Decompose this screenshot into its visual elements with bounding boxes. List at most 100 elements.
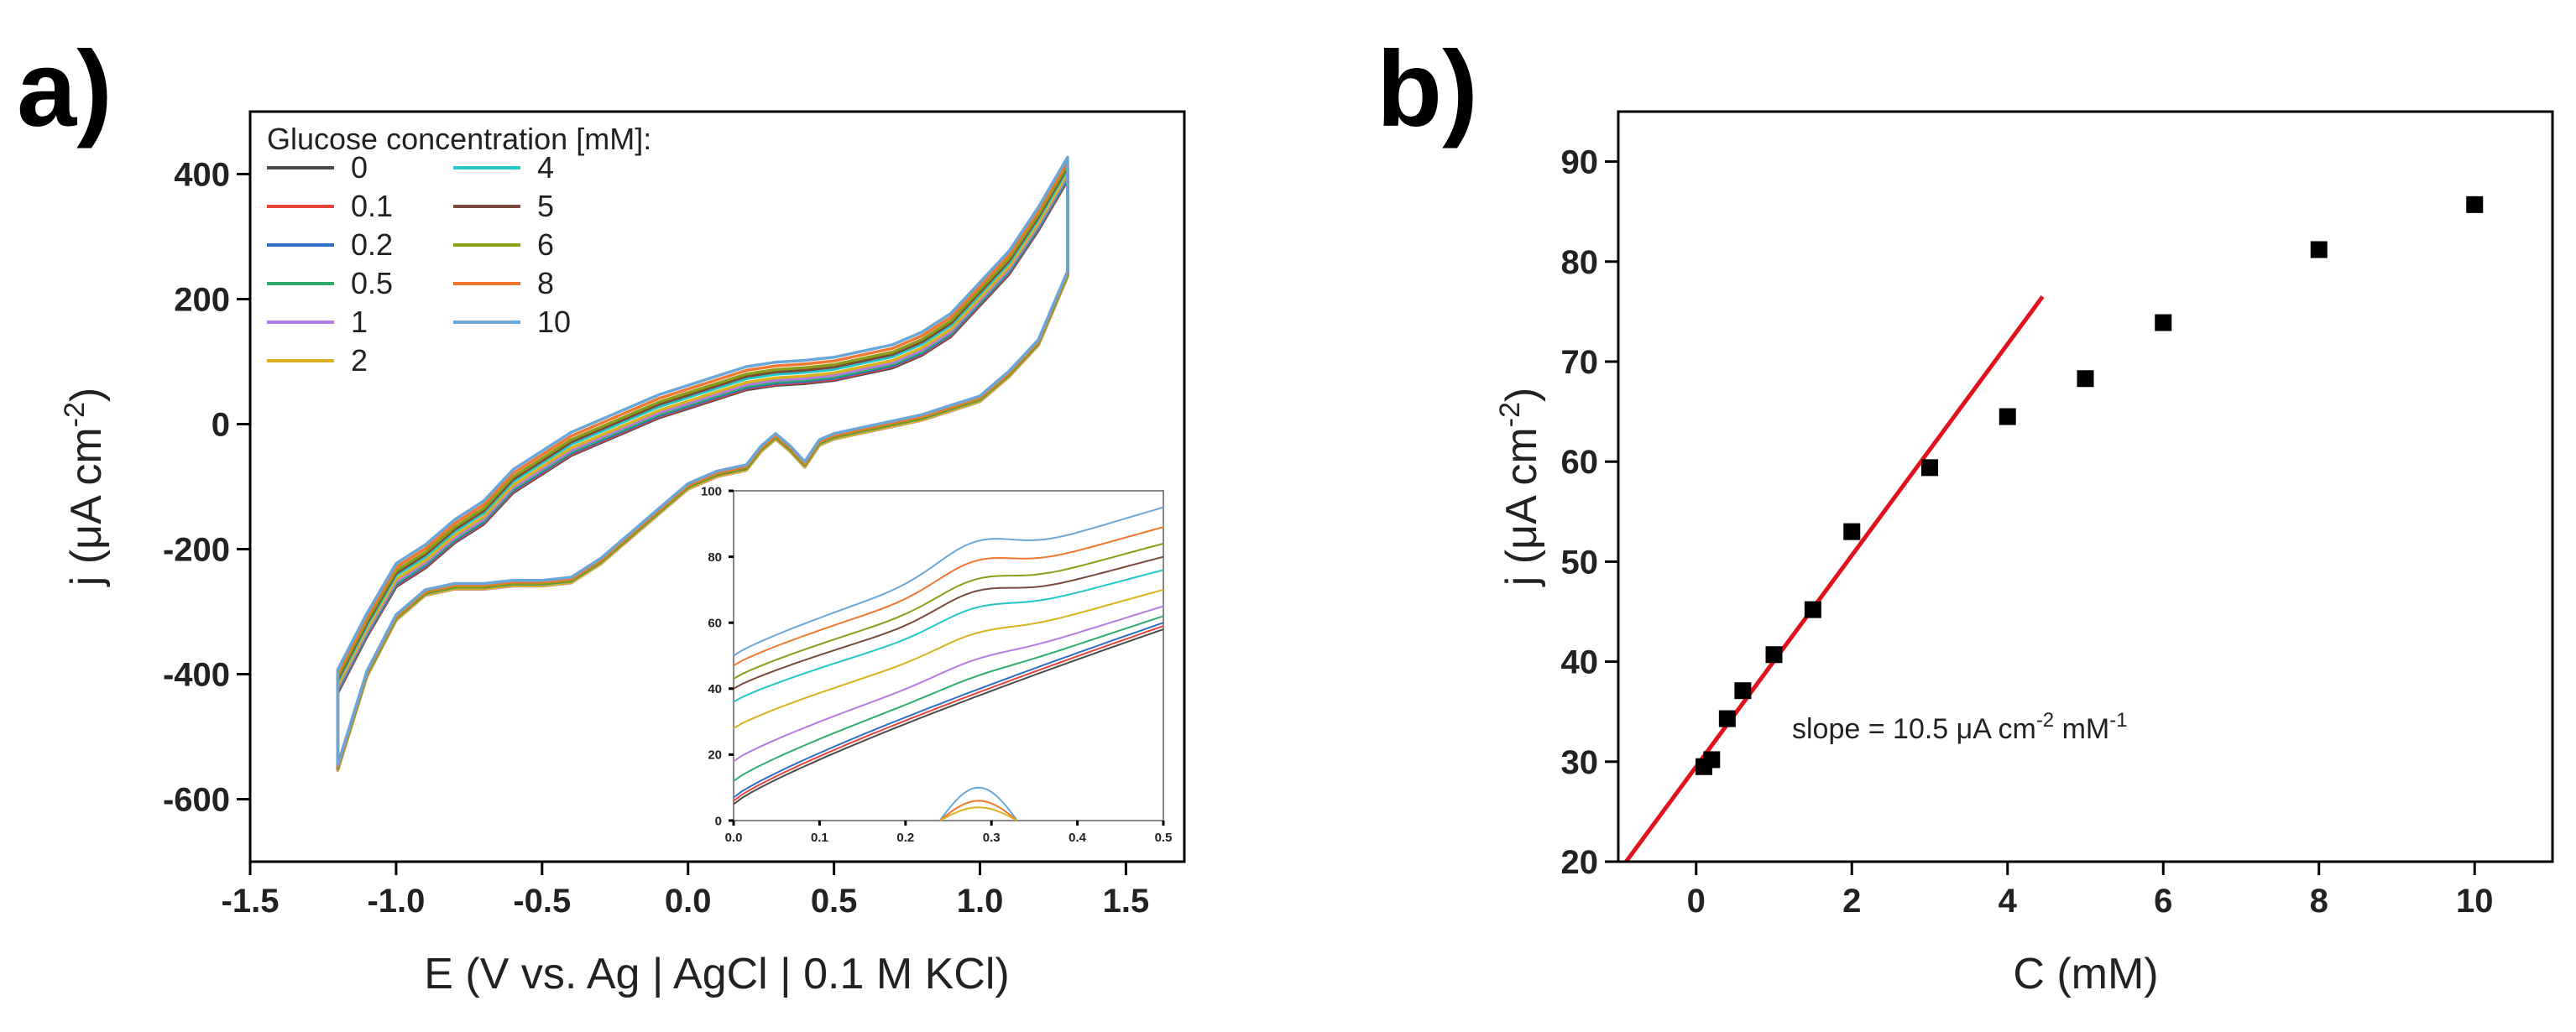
panel-b-y-tick-label: 50	[1561, 544, 1599, 581]
legend-entry-label: 4	[537, 150, 554, 185]
legend-entry-label: 0	[351, 150, 368, 185]
panel-a-x-tick-label: 1.5	[1103, 883, 1150, 920]
inset-y-tick-label: 60	[708, 616, 722, 630]
inset-curve-0-2	[733, 622, 1164, 799]
panel-b-label: b)	[1377, 29, 1478, 149]
slope-sup2: -1	[2109, 709, 2127, 732]
panel-b-x-tick-label: 6	[2154, 883, 2172, 920]
legend-entry-label: 1	[351, 305, 368, 339]
panel-b-frame	[1617, 110, 2554, 863]
panel-a-ylabel-main: j (μA cm	[62, 427, 111, 587]
panel-a-y-tick-label: 200	[174, 282, 230, 319]
panel-a-x-tick-label: -1.0	[367, 883, 425, 920]
panel-b-x-tick-label: 2	[1842, 883, 1861, 920]
inset-curve-8	[733, 526, 1164, 667]
data-point	[2155, 314, 2172, 331]
inset-curves-group	[733, 506, 1164, 821]
inset-x-tick-label: 0.5	[1155, 831, 1173, 845]
data-point	[2310, 241, 2328, 258]
panel-b-ylabel-main: j (μA cm	[1497, 427, 1546, 587]
panel-a-chart: a) -1.5 -1.0 -0.5 0.0 0.5 1.0 1.5 -600-400-200…	[17, 29, 1186, 998]
inset-x-tick-label: 0.2	[896, 831, 914, 845]
data-point	[1999, 408, 2016, 425]
inset-x-tick-label: 0.0	[725, 831, 743, 845]
panel-b-x-tick-label: 0	[1687, 883, 1706, 920]
inset-ticks: 0.0 0.1 0.2 0.3 0.4 0.5 0 20 40 60 80 100	[701, 484, 1172, 845]
panel-a-x-tick-label: 0.5	[811, 883, 858, 920]
inset-x-tick-label: 0.3	[983, 831, 1001, 845]
panel-b-y-axis-title: j (μA cm-2)	[1494, 388, 1546, 587]
panel-a-x-tick-label: -0.5	[513, 883, 571, 920]
inset-curve-5	[733, 555, 1164, 690]
panel-b-ylabel-sup: -2	[1494, 402, 1526, 427]
panel-a-frame	[248, 110, 1186, 863]
legend-entry-label: 5	[537, 189, 554, 223]
panel-b-x-tick-label: 8	[2310, 883, 2328, 920]
legend-entry-label: 0.1	[351, 189, 393, 223]
panel-a-x-tick-label: 1.0	[957, 883, 1004, 920]
panel-a-legend: Glucose concentration [mM]: 0 0.1 0.2 0.5 1 2…	[267, 122, 651, 378]
legend-entry-label: 0.5	[351, 266, 393, 300]
data-point	[1703, 751, 1721, 769]
cv-curve-10	[336, 155, 1069, 767]
inset-curve-0	[733, 628, 1164, 805]
slope-annotation: slope = 10.5 μA cm-2 mM-1	[1792, 709, 2128, 745]
panel-b-y-tick-label: 60	[1561, 444, 1599, 481]
inset-x-tick-label: 0.4	[1069, 831, 1087, 845]
inset-reverse-hump	[939, 806, 1018, 821]
slope-prefix: slope = 10.5 μA cm	[1792, 713, 2036, 745]
legend-entry-label: 8	[537, 266, 554, 300]
panel-b-ylabel-close: )	[1497, 388, 1546, 402]
inset-x-tick-label: 0.1	[811, 831, 828, 845]
inset-curve-4	[733, 569, 1164, 703]
inset-y-tick-label: 0	[715, 814, 722, 828]
panel-a-x-ticks: -1.5 -1.0 -0.5 0.0 0.5 1.0 1.5	[222, 862, 1150, 920]
inset-frame	[733, 490, 1164, 821]
inset-curve-2	[733, 588, 1164, 729]
data-points-group	[1696, 195, 2484, 775]
data-point	[1843, 523, 1861, 540]
legend-entry-label: 0.2	[351, 227, 393, 262]
panel-a-y-axis-title: j (μA cm-2)	[59, 388, 111, 587]
inset-curve-10	[733, 506, 1164, 657]
legend-title: Glucose concentration [mM]:	[267, 122, 651, 156]
inset-curve-1	[733, 605, 1164, 763]
panel-a-y-tick-label: -400	[163, 657, 230, 694]
panel-a-x-axis-title: E (V vs. Ag | AgCl | 0.1 M KCl)	[424, 950, 1009, 998]
panel-a-label: a)	[17, 29, 112, 149]
panel-b-x-tick-label: 4	[1999, 883, 2018, 920]
legend-entry-label: 6	[537, 227, 554, 262]
inset-chart: 0.0 0.1 0.2 0.3 0.4 0.5 0 20 40 60 80 100	[701, 484, 1172, 845]
linear-fit-line	[1624, 295, 2045, 863]
panel-a-ylabel-sup: -2	[59, 402, 91, 427]
panel-b-y-tick-label: 40	[1561, 644, 1599, 681]
panel-b-y-tick-label: 80	[1561, 244, 1599, 281]
panel-b-y-tick-label: 30	[1561, 744, 1599, 781]
fit-line-group	[1624, 295, 2045, 863]
panel-a-x-tick-label: 0.0	[665, 883, 712, 920]
panel-b-x-tick-label: 10	[2456, 883, 2494, 920]
slope-sup1: -2	[2036, 709, 2054, 732]
panel-b-y-tick-label: 20	[1561, 844, 1599, 881]
inset-reverse-hump	[939, 800, 1018, 821]
inset-curve-0-5	[733, 615, 1164, 782]
inset-reverse-hump	[938, 786, 1018, 821]
panel-a-y-tick-label: -200	[163, 532, 230, 569]
inset-y-tick-label: 100	[701, 484, 722, 498]
panel-a-y-tick-label: -600	[163, 782, 230, 819]
data-point	[2077, 370, 2094, 388]
panel-a-x-tick-label: -1.5	[222, 883, 280, 920]
inset-curve-6	[733, 542, 1164, 680]
panel-b-y-ticks: 20 30 40 50 60 70 80 90	[1561, 144, 1618, 881]
inset-curve-0-1	[733, 625, 1164, 802]
data-point	[1734, 682, 1752, 700]
panel-a-y-tick-label: 0	[212, 407, 230, 444]
data-point	[1765, 646, 1783, 664]
legend-entry-label: 10	[537, 305, 571, 339]
inset-y-tick-label: 80	[708, 550, 722, 565]
cv-curves-group	[336, 155, 1069, 772]
panel-b-y-tick-label: 90	[1561, 144, 1599, 181]
data-point	[1921, 459, 1938, 477]
panel-a-ylabel-close: )	[62, 388, 111, 402]
